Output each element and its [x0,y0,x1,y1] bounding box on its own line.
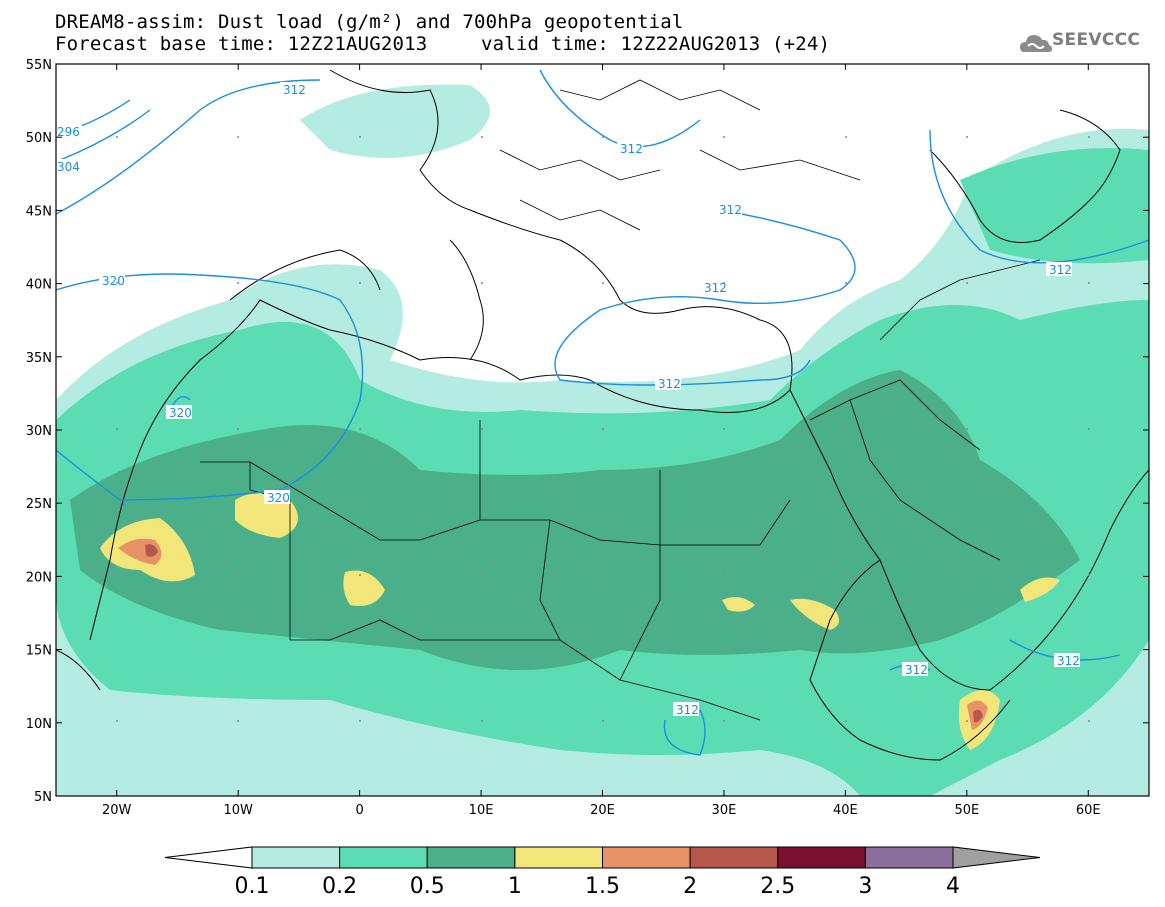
geopotential-contours [56,69,1149,756]
colorbar-label: 2.5 [760,874,795,899]
contour-label: 312 [676,703,699,717]
colorbar: 0.1 0.2 0.5 1 1.5 2 2.5 3 4 [164,846,1041,899]
contour-label: 312 [620,142,643,156]
contour-labels: 312 296 304 312 312 312 320 320 320 312 … [56,82,1080,717]
colorbar-label: 3 [858,874,872,899]
colorbar-swatch [777,846,866,869]
lat-label: 45N [26,204,52,219]
lat-label: 15N [26,644,52,659]
colorbar-swatch [514,846,603,869]
lat-axis: 55N 50N 45N 40N 35N 30N 25N 20N 15N 10N 5N [26,58,1149,805]
lat-label: 30N [26,424,52,439]
base-time-label: Forecast base time: 12Z21AUG2013 [55,33,428,55]
lat-label: 25N [26,497,52,512]
contour-label: 312 [905,663,928,677]
lat-label: 50N [26,131,52,146]
contour-label: 312 [719,203,742,217]
grid-dots [116,136,1090,722]
colorbar-under-triangle [164,846,253,869]
lat-label: 5N [34,790,52,805]
contour-label: 312 [704,281,727,295]
dust-layer-0-5 [70,370,1080,670]
cloud-logo-icon [1020,35,1052,52]
lon-label: 30E [712,803,737,818]
lon-label: 50E [954,803,979,818]
lat-label: 10N [26,717,52,732]
lon-label: 40E [833,803,858,818]
colorbar-label: 1 [508,874,522,899]
lat-label: 35N [26,351,52,366]
lon-label: 10E [469,803,494,818]
valid-time-label: valid time: 12Z22AUG2013 (+24) [481,33,831,55]
contour-label: 312 [283,83,306,97]
map-subtitle: Forecast base time: 12Z21AUG2013 valid ti… [55,33,830,55]
contour-label: 304 [57,160,80,174]
contour-label: 320 [169,406,192,420]
borders [200,79,1041,721]
contour-label: 312 [1057,654,1080,668]
contour-label: 296 [57,125,80,139]
lat-label: 55N [26,58,52,73]
coastlines [56,69,1149,761]
colorbar-swatch [339,846,428,869]
colorbar-over-triangle [952,846,1041,869]
colorbar-label: 0.5 [410,874,445,899]
map-title: DREAM8-assim: Dust load (g/m²) and 700hP… [55,11,684,33]
lon-label: 20W [102,803,132,818]
colorbar-label: 0.1 [235,874,270,899]
logo-text: SEEVCCC [1052,30,1141,50]
colorbar-label: 2 [683,874,697,899]
lon-label: 20E [590,803,615,818]
colorbar-swatch [864,846,954,869]
dust-fields: 312 296 304 312 312 312 320 320 320 312 … [56,64,1149,796]
colorbar-label: 1.5 [585,874,620,899]
contour-label: 320 [102,274,125,288]
lon-label: 10W [223,803,253,818]
contour-label: 312 [1049,263,1072,277]
colorbar-swatch [426,846,516,869]
colorbar-swatch [602,846,691,869]
colorbar-label: 4 [946,874,960,899]
lat-label: 40N [26,278,52,293]
lon-label: 60E [1076,803,1101,818]
lat-label: 20N [26,570,52,585]
colorbar-swatch [689,846,779,869]
contour-label: 312 [658,377,681,391]
lon-label: 0 [355,803,363,818]
colorbar-label: 0.2 [322,874,357,899]
colorbar-swatch [251,846,341,869]
contour-label: 320 [267,491,290,505]
dust-layer-1 [100,492,1060,750]
lon-axis: 20W 10W 0 10E 20E 30E 40E 50E 60E [102,64,1101,818]
